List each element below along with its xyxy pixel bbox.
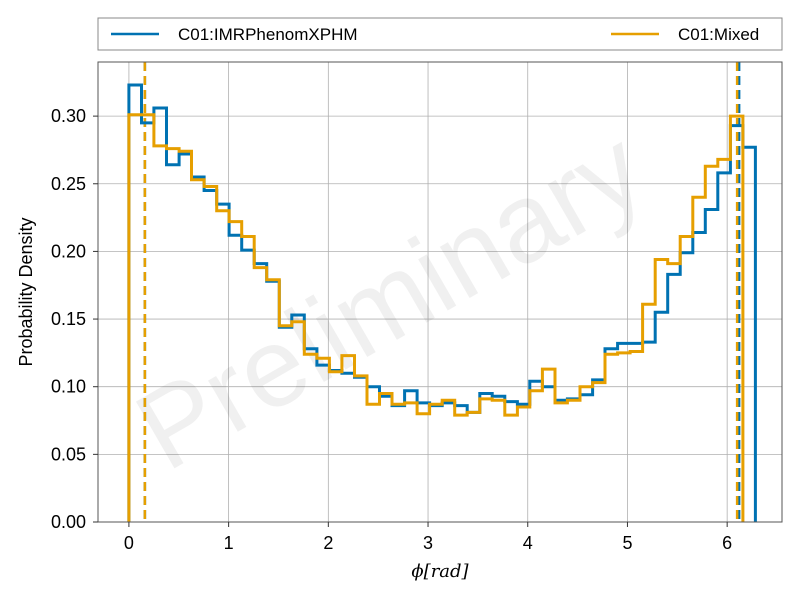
x-tick-label: 4 <box>523 533 533 553</box>
x-tick-label: 0 <box>124 533 134 553</box>
y-tick-label: 0.05 <box>51 444 86 464</box>
watermark-text: Preliminary <box>116 105 664 493</box>
y-tick-label: 0.10 <box>51 377 86 397</box>
axis-ticks: 0 1 2 3 4 5 6 0.00 0.05 0.10 0.15 0.20 0.25 0.30 <box>51 106 732 553</box>
median-vlines <box>143 62 741 522</box>
y-tick-label: 0.20 <box>51 241 86 261</box>
plot-frame <box>97 61 783 523</box>
legend: C01:IMRPhenomXPHM C01:Mixed <box>97 17 783 51</box>
series-layer <box>127 83 757 522</box>
x-tick-label: 6 <box>722 533 732 553</box>
y-tick-label: 0.30 <box>51 106 86 126</box>
x-tick-label: 3 <box>423 533 433 553</box>
series-step-1 <box>127 113 745 522</box>
grid-lines <box>98 62 782 523</box>
x-tick-label: 2 <box>323 533 333 553</box>
legend-box <box>97 17 783 51</box>
y-tick-label: 0.00 <box>51 512 86 532</box>
legend-label-imrphenom: C01:IMRPhenomXPHM <box>178 25 358 44</box>
y-tick-label: 0.25 <box>51 174 86 194</box>
y-axis-label: Probability Density <box>16 217 36 366</box>
x-axis-label: ϕ[rad] <box>411 561 469 582</box>
y-tick-label: 0.15 <box>51 309 86 329</box>
x-tick-label: 5 <box>622 533 632 553</box>
legend-label-mixed: C01:Mixed <box>678 25 759 44</box>
x-tick-label: 1 <box>224 533 234 553</box>
